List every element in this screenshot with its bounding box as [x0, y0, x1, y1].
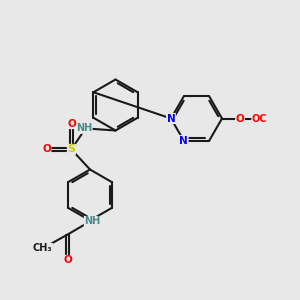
Text: NH: NH	[76, 123, 92, 134]
Text: O: O	[42, 144, 51, 154]
Text: OC: OC	[252, 113, 267, 124]
Text: O: O	[236, 113, 244, 124]
Text: N: N	[167, 113, 176, 124]
Text: N: N	[179, 136, 188, 146]
Text: CH₃: CH₃	[33, 243, 52, 254]
Text: O: O	[67, 118, 76, 129]
Text: S: S	[68, 144, 75, 154]
Text: NH: NH	[84, 216, 101, 226]
Text: O: O	[63, 255, 72, 266]
